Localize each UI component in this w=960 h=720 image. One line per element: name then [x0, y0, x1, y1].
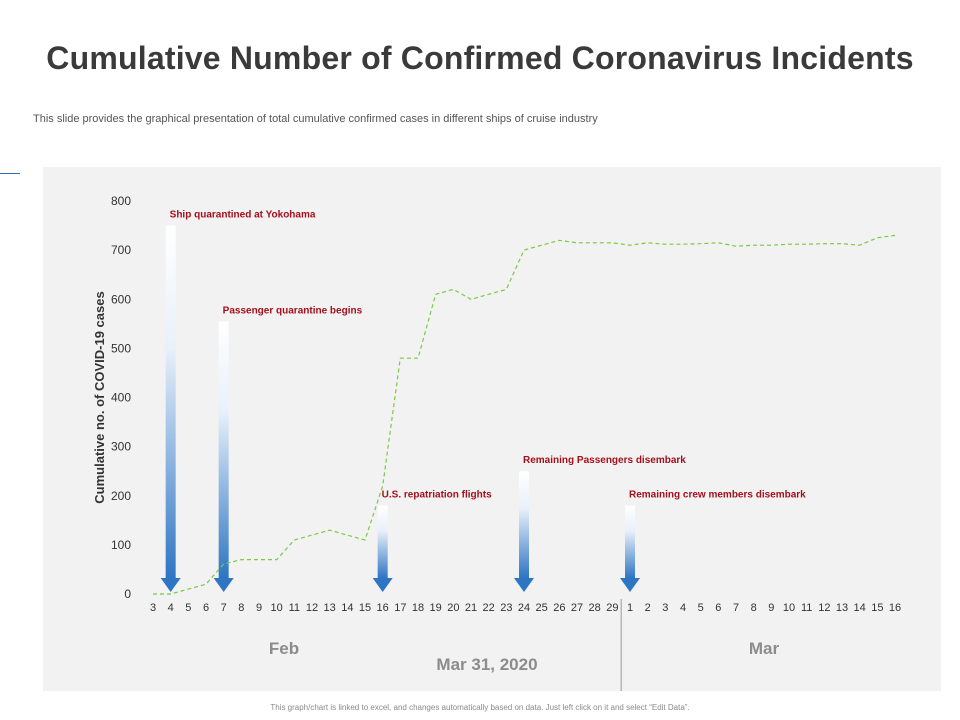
- x-tick-label: 12: [818, 602, 830, 614]
- x-tick-label: 16: [377, 602, 389, 614]
- event-annotation-label: Passenger quarantine begins: [223, 305, 363, 316]
- event-arrow-head: [213, 578, 234, 592]
- event-annotation-label: U.S. repatriation flights: [382, 490, 492, 501]
- event-arrow-head: [372, 578, 393, 592]
- event-arrow-shaft: [218, 321, 229, 578]
- event-annotations: Ship quarantined at Yokohama Passenger qu…: [170, 210, 807, 501]
- x-tick-label: 18: [412, 602, 424, 614]
- y-tick-label: 200: [111, 489, 131, 503]
- x-tick-label: 10: [783, 602, 795, 614]
- x-tick-label: 16: [889, 602, 901, 614]
- x-tick-label: 5: [185, 602, 191, 614]
- y-tick-label: 500: [111, 341, 131, 355]
- y-tick-label: 300: [111, 440, 131, 454]
- x-tick-label: 12: [306, 602, 318, 614]
- x-tick-label: 27: [571, 602, 583, 614]
- x-tick-label: 11: [289, 602, 300, 614]
- x-tick-label: 9: [256, 602, 262, 614]
- x-tick-label: 10: [271, 602, 283, 614]
- event-arrow-shaft: [519, 471, 529, 578]
- x-tick-label: 23: [500, 602, 512, 614]
- accent-divider: [0, 173, 20, 174]
- x-tick-label: 8: [751, 602, 757, 614]
- x-tick-label: 25: [536, 602, 548, 614]
- event-arrows: [160, 225, 640, 592]
- event-arrow-shaft: [377, 505, 388, 578]
- x-tick-label: 6: [715, 602, 721, 614]
- month-label-mar: Mar: [749, 639, 780, 658]
- event-arrow-head: [620, 578, 640, 592]
- event-arrow-shaft: [625, 505, 635, 578]
- y-axis: 0 100 200 300 400 500 600 700 800: [111, 194, 131, 601]
- event-arrow-head: [514, 578, 534, 592]
- x-tick-label: 11: [801, 602, 812, 614]
- x-tick-label: 13: [324, 602, 336, 614]
- event-annotation-label: Remaining Passengers disembark: [523, 455, 686, 466]
- x-tick-label: 4: [680, 602, 686, 614]
- y-tick-label: 800: [111, 194, 131, 208]
- x-tick-label: 3: [150, 602, 156, 614]
- chart-panel[interactable]: 0 100 200 300 400 500 600 700 800 3 4 5 6 7 8 9 10 11 12 1…: [43, 167, 941, 691]
- event-annotation-label: Ship quarantined at Yokohama: [170, 210, 316, 221]
- x-axis: 3 4 5 6 7 8 9 10 11 12 13 14 15 16 17 18 19 20 21 22 23 24 25 2…: [150, 602, 901, 614]
- x-tick-label: 21: [465, 602, 477, 614]
- x-tick-label: 7: [733, 602, 739, 614]
- page-title: Cumulative Number of Confirmed Coronavir…: [46, 40, 914, 76]
- event-annotation-label: Remaining crew members disembark: [629, 490, 806, 501]
- event-arrow-shaft: [165, 225, 176, 578]
- x-tick-label: 13: [836, 602, 848, 614]
- x-tick-label: 3: [662, 602, 668, 614]
- page-subtitle: This slide provides the graphical presen…: [33, 113, 598, 125]
- x-tick-label: 15: [359, 602, 371, 614]
- x-tick-label: 28: [589, 602, 601, 614]
- x-tick-label: 24: [518, 602, 530, 614]
- y-tick-label: 400: [111, 391, 131, 405]
- y-tick-label: 100: [111, 538, 131, 552]
- x-tick-label: 15: [871, 602, 883, 614]
- date-label: Mar 31, 2020: [436, 655, 537, 674]
- x-tick-label: 20: [447, 602, 459, 614]
- x-tick-label: 14: [854, 602, 866, 614]
- x-tick-label: 8: [238, 602, 244, 614]
- footnote: This graph/chart is linked to excel, and…: [270, 703, 690, 712]
- x-tick-label: 19: [430, 602, 442, 614]
- x-tick-label: 14: [341, 602, 353, 614]
- x-tick-label: 7: [221, 602, 227, 614]
- y-tick-label: 0: [124, 587, 131, 601]
- x-tick-label: 22: [483, 602, 495, 614]
- x-tick-label: 6: [203, 602, 209, 614]
- x-tick-label: 17: [394, 602, 406, 614]
- y-tick-label: 700: [111, 243, 131, 257]
- x-tick-label: 26: [553, 602, 565, 614]
- x-tick-label: 5: [698, 602, 704, 614]
- y-axis-label: Cumulative no. of COVID-19 cases: [92, 291, 107, 503]
- x-tick-label: 2: [645, 602, 651, 614]
- y-tick-label: 600: [111, 292, 131, 306]
- series-line-cumulative-cases[interactable]: [153, 234, 896, 595]
- month-label-feb: Feb: [269, 639, 299, 658]
- x-tick-label: 4: [168, 602, 174, 614]
- x-tick-label: 29: [606, 602, 618, 614]
- x-tick-label: 1: [627, 602, 633, 614]
- x-tick-label: 9: [768, 602, 774, 614]
- event-arrow-head: [160, 578, 181, 592]
